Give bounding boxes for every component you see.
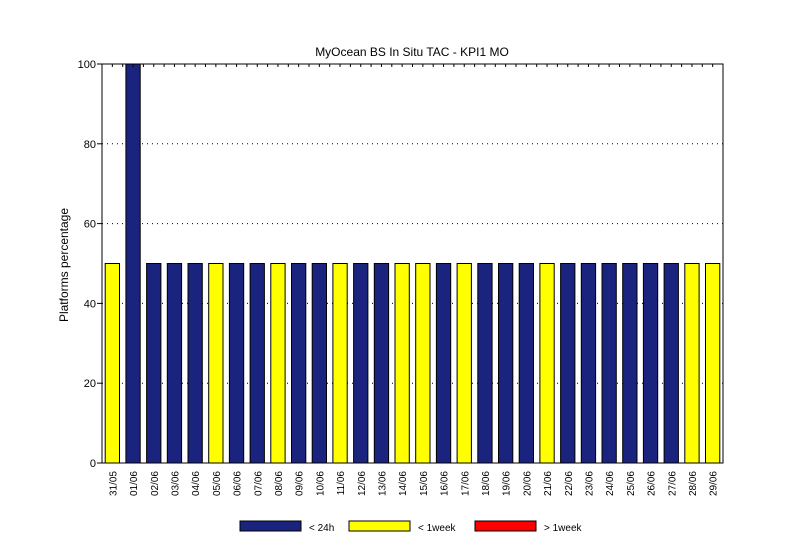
x-tick-label: 13/06	[377, 471, 388, 496]
x-tick-label: 27/06	[667, 471, 678, 496]
x-tick-label: 09/06	[295, 471, 306, 496]
legend-swatch	[348, 520, 411, 532]
bar	[166, 263, 183, 464]
x-tick-label: 14/06	[398, 471, 409, 496]
bar	[601, 263, 617, 464]
x-tick-label: 02/06	[150, 471, 161, 496]
bar	[311, 263, 328, 464]
bar	[332, 263, 348, 464]
x-tick-label: 05/06	[212, 471, 223, 496]
x-ticks: 31/05 01/06 02/06 03/06 04/06 05/06 06/06 07/06…	[101, 64, 724, 496]
bar	[539, 263, 555, 464]
legend-swatch	[239, 520, 302, 532]
y-tick-label: 40	[84, 298, 96, 310]
bar	[518, 263, 535, 464]
x-tick-label: 04/06	[191, 471, 202, 496]
y-tick-label: 80	[84, 139, 96, 151]
bar	[580, 263, 597, 464]
bar	[622, 263, 638, 464]
x-tick-label: 07/06	[253, 471, 264, 496]
x-tick-label: 16/06	[440, 471, 451, 496]
x-tick-label: 10/06	[315, 471, 326, 496]
x-tick-label: 25/06	[626, 471, 637, 496]
x-tick-label: 08/06	[274, 471, 285, 496]
y-tick-label: 60	[84, 219, 96, 231]
bars	[104, 63, 721, 464]
gridlines	[102, 143, 723, 384]
y-ticks: 0 20 40 60 80 100	[78, 59, 102, 470]
y-tick-label: 20	[84, 378, 96, 390]
bar	[249, 263, 265, 464]
x-tick-label: 28/06	[688, 471, 699, 496]
y-axis-label: Platforms percentage	[57, 208, 71, 322]
x-tick-label: 19/06	[502, 471, 513, 496]
bar	[270, 263, 286, 464]
bar	[125, 63, 141, 464]
bar	[477, 263, 493, 464]
x-tick-label: 22/06	[564, 471, 575, 496]
bar	[415, 263, 431, 464]
x-tick-label: 29/06	[709, 471, 720, 496]
bar	[705, 263, 721, 464]
bar	[435, 263, 452, 464]
bar	[663, 263, 679, 464]
x-tick-label: 06/06	[233, 471, 244, 496]
x-tick-label: 17/06	[460, 471, 471, 496]
legend-swatch	[474, 520, 537, 532]
bar	[208, 263, 224, 464]
bar	[187, 263, 203, 464]
x-tick-label: 15/06	[419, 471, 430, 496]
y-tick-label: 100	[78, 59, 96, 71]
bar	[104, 263, 120, 464]
bar	[228, 263, 245, 464]
bar	[353, 263, 369, 464]
bar	[394, 263, 410, 464]
legend-label: < 1week	[418, 523, 457, 534]
bar	[642, 263, 659, 464]
bar	[498, 263, 514, 464]
bar	[456, 263, 472, 464]
x-tick-label: 23/06	[584, 471, 595, 496]
x-tick-label: 11/06	[336, 471, 347, 496]
x-tick-label: 24/06	[605, 471, 616, 496]
x-tick-label: 18/06	[481, 471, 492, 496]
y-tick-label: 0	[90, 458, 96, 470]
x-tick-label: 20/06	[522, 471, 533, 496]
bar	[560, 263, 576, 464]
x-tick-label: 01/06	[129, 471, 140, 496]
x-tick-label: 12/06	[357, 471, 368, 496]
bar	[291, 263, 307, 464]
x-tick-label: 21/06	[543, 471, 554, 496]
legend-label: > 1week	[544, 523, 583, 534]
x-tick-label: 03/06	[170, 471, 181, 496]
bar	[684, 263, 700, 464]
x-tick-label: 26/06	[647, 471, 658, 496]
chart-title: MyOcean BS In Situ TAC - KPI1 MO	[315, 45, 509, 59]
legend-label: < 24h	[309, 523, 334, 534]
bar	[373, 263, 390, 464]
x-tick-label: 31/05	[108, 471, 119, 496]
bar	[146, 263, 162, 464]
legend: < 24h < 1week > 1week	[239, 520, 583, 534]
